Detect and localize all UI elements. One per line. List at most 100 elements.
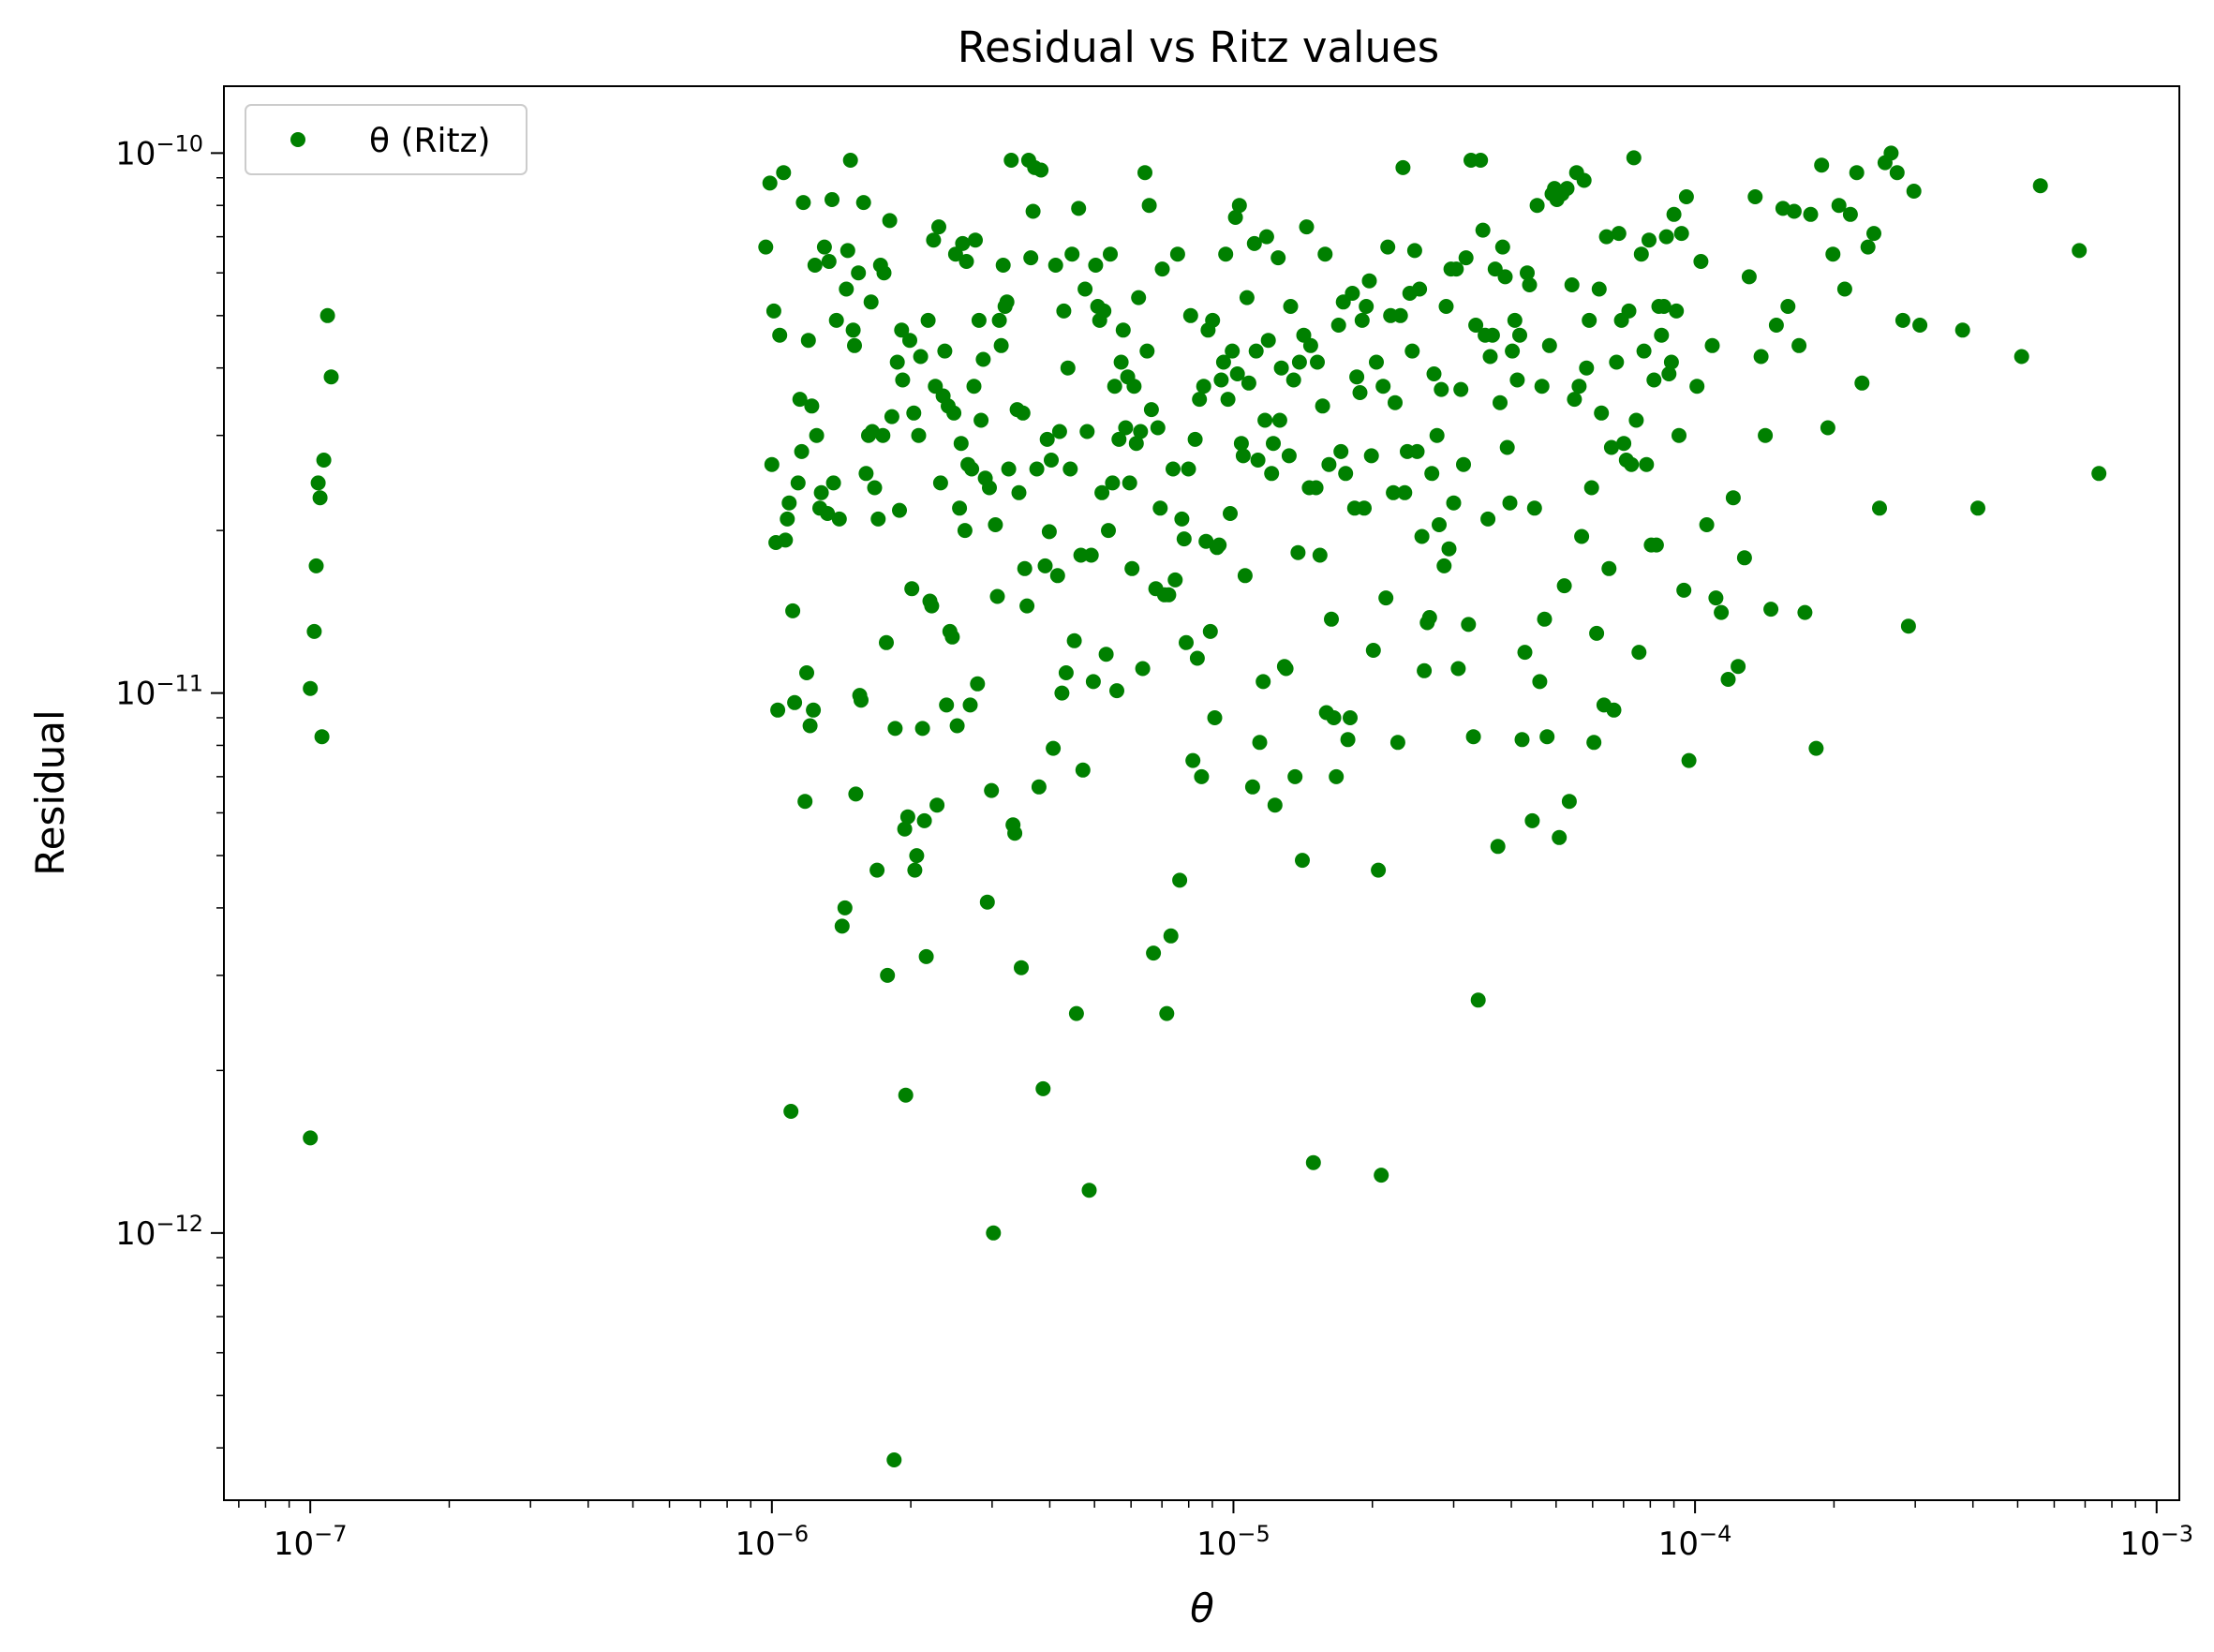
data-point bbox=[1023, 250, 1039, 266]
legend-label: θ (Ritz) bbox=[369, 122, 491, 160]
data-point bbox=[1019, 598, 1035, 614]
data-point bbox=[1223, 506, 1238, 521]
data-point bbox=[1673, 226, 1689, 242]
data-point bbox=[1520, 265, 1535, 281]
data-point bbox=[1205, 312, 1221, 328]
data-point bbox=[840, 243, 855, 259]
data-point bbox=[880, 967, 896, 983]
data-point bbox=[1258, 229, 1274, 245]
data-point bbox=[966, 379, 982, 394]
data-point bbox=[1616, 436, 1632, 452]
data-point bbox=[1189, 650, 1205, 666]
data-point bbox=[2013, 349, 2029, 365]
data-point bbox=[924, 598, 940, 614]
data-point bbox=[1352, 385, 1368, 400]
data-point bbox=[1143, 402, 1159, 418]
data-point bbox=[953, 436, 969, 452]
data-point bbox=[1113, 354, 1129, 370]
data-point bbox=[839, 281, 854, 297]
data-point bbox=[1663, 354, 1679, 370]
data-point bbox=[308, 558, 324, 573]
data-point bbox=[1131, 290, 1147, 305]
data-point bbox=[1378, 590, 1394, 606]
data-point bbox=[1321, 456, 1337, 472]
data-point bbox=[1509, 372, 1525, 388]
data-point bbox=[1624, 456, 1640, 472]
data-point bbox=[1576, 172, 1592, 188]
data-point bbox=[1363, 448, 1379, 464]
data-point bbox=[1579, 360, 1595, 376]
data-point bbox=[1152, 500, 1168, 516]
data-point bbox=[1174, 511, 1190, 527]
data-point bbox=[1529, 198, 1545, 214]
data-point bbox=[1077, 281, 1093, 297]
data-point bbox=[1064, 246, 1080, 262]
data-point bbox=[1085, 674, 1101, 690]
data-point bbox=[1780, 299, 1796, 314]
data-point bbox=[854, 692, 869, 708]
data-point bbox=[1676, 582, 1692, 598]
data-point bbox=[989, 588, 1005, 604]
y-axis-label: Residual bbox=[27, 709, 73, 875]
data-point bbox=[1678, 189, 1694, 204]
data-point bbox=[1083, 547, 1099, 563]
data-point bbox=[1736, 550, 1752, 566]
data-point bbox=[889, 354, 905, 370]
data-point bbox=[1225, 343, 1241, 359]
data-point bbox=[1564, 277, 1580, 292]
data-point bbox=[758, 239, 774, 255]
data-point bbox=[1606, 702, 1622, 718]
data-point bbox=[1446, 495, 1462, 511]
data-point bbox=[1631, 645, 1647, 661]
data-point bbox=[1836, 281, 1852, 297]
data-point bbox=[1007, 826, 1023, 841]
data-point bbox=[1392, 307, 1408, 323]
data-point bbox=[887, 721, 903, 737]
data-point bbox=[1101, 523, 1116, 539]
data-point bbox=[1324, 611, 1339, 627]
data-point bbox=[1854, 375, 1870, 391]
data-point bbox=[1493, 394, 1508, 410]
plot-area-frame bbox=[223, 85, 2180, 1501]
data-point bbox=[1062, 461, 1078, 477]
data-point bbox=[894, 322, 910, 338]
data-point bbox=[1166, 461, 1181, 477]
data-point bbox=[794, 443, 810, 459]
data-point bbox=[1912, 318, 1928, 333]
data-point bbox=[1814, 157, 1830, 173]
data-point bbox=[1432, 517, 1447, 532]
data-point bbox=[1310, 354, 1325, 370]
data-point bbox=[858, 466, 874, 482]
data-point bbox=[946, 405, 962, 421]
data-point bbox=[807, 258, 823, 273]
data-point bbox=[1406, 243, 1422, 259]
data-point bbox=[1049, 568, 1065, 584]
data-point bbox=[804, 398, 820, 414]
data-point bbox=[1507, 312, 1523, 328]
data-point bbox=[1473, 153, 1489, 168]
data-point bbox=[1299, 219, 1315, 235]
data-point bbox=[1574, 528, 1590, 544]
data-point bbox=[820, 506, 836, 521]
data-point bbox=[964, 461, 980, 477]
data-point bbox=[2072, 243, 2088, 259]
data-point bbox=[952, 500, 968, 516]
data-point bbox=[787, 694, 803, 710]
data-point bbox=[1866, 226, 1881, 242]
data-point bbox=[1421, 610, 1437, 625]
data-point bbox=[975, 351, 991, 367]
data-point bbox=[1388, 394, 1403, 410]
data-point bbox=[828, 312, 844, 328]
data-point bbox=[1359, 299, 1374, 314]
data-point bbox=[898, 1087, 914, 1103]
data-point bbox=[1283, 299, 1299, 314]
data-point bbox=[845, 322, 861, 338]
data-point bbox=[1041, 524, 1057, 540]
data-point bbox=[1194, 768, 1210, 784]
data-point bbox=[825, 475, 841, 491]
data-point bbox=[1426, 366, 1442, 381]
data-point bbox=[834, 918, 850, 934]
data-point bbox=[1248, 343, 1264, 359]
data-point bbox=[1058, 665, 1074, 680]
data-point bbox=[1494, 239, 1510, 255]
